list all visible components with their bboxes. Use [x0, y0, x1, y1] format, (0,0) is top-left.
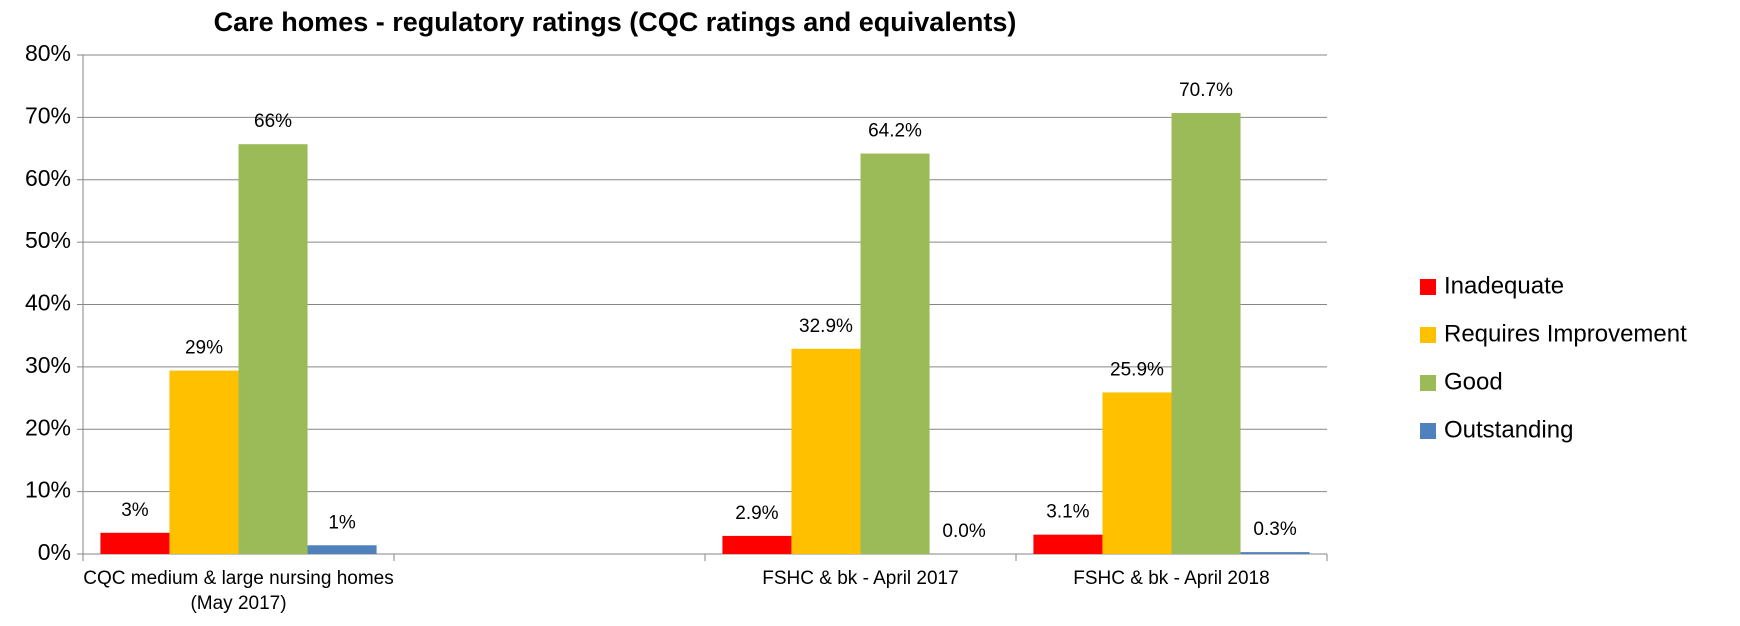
x-tick-label: FSHC & bk - April 2017 — [762, 568, 959, 589]
legend-swatch — [1420, 375, 1436, 391]
data-label: 66% — [254, 111, 292, 132]
y-tick-label: 20% — [25, 414, 71, 440]
legend-label: Inadequate — [1444, 272, 1564, 299]
bar — [1240, 552, 1310, 554]
bar — [1033, 534, 1103, 554]
bar — [1171, 113, 1241, 554]
data-label: 0.3% — [1253, 519, 1296, 540]
data-label: 25.9% — [1110, 359, 1164, 380]
data-label: 64.2% — [868, 121, 922, 142]
bar — [238, 144, 308, 555]
legend-label: Requires Improvement — [1444, 320, 1687, 347]
y-tick-label: 50% — [25, 227, 71, 253]
legend-swatch — [1420, 327, 1436, 343]
bar — [100, 532, 170, 554]
data-label: 1% — [328, 512, 356, 533]
data-label: 29% — [185, 338, 223, 359]
x-tick-label: FSHC & bk - April 2018 — [1073, 568, 1270, 589]
legend-swatch — [1420, 423, 1436, 439]
y-tick-label: 10% — [25, 477, 71, 503]
data-label: 70.7% — [1179, 80, 1233, 101]
chart-title: Care homes - regulatory ratings (CQC rat… — [214, 7, 1017, 37]
y-tick-label: 0% — [38, 539, 71, 565]
legend-label: Outstanding — [1444, 416, 1573, 443]
y-tick-label: 40% — [25, 290, 71, 316]
bar — [307, 545, 377, 554]
bar — [1102, 392, 1172, 554]
bar — [722, 535, 792, 554]
y-tick-label: 70% — [25, 102, 71, 128]
data-label: 2.9% — [735, 503, 778, 524]
bar — [169, 370, 239, 554]
bar — [791, 348, 861, 554]
legend-label: Good — [1444, 368, 1503, 395]
legend-swatch — [1420, 279, 1436, 295]
data-label: 3% — [121, 500, 149, 521]
x-tick-label-box: CQC medium & large nursing homes (May 20… — [83, 568, 394, 614]
y-tick-label: 30% — [25, 352, 71, 378]
data-label: 3.1% — [1046, 502, 1089, 523]
y-tick-label: 60% — [25, 165, 71, 191]
y-tick-label: 80% — [25, 40, 71, 66]
x-tick-label-box: FSHC & bk - April 2017 — [762, 568, 959, 589]
bar — [860, 153, 930, 555]
x-tick-label-box: FSHC & bk - April 2018 — [1073, 568, 1270, 589]
data-label: 0.0% — [942, 521, 985, 542]
x-tick-label: CQC medium & large nursing homes (May 20… — [83, 568, 394, 614]
data-label: 32.9% — [799, 316, 853, 337]
